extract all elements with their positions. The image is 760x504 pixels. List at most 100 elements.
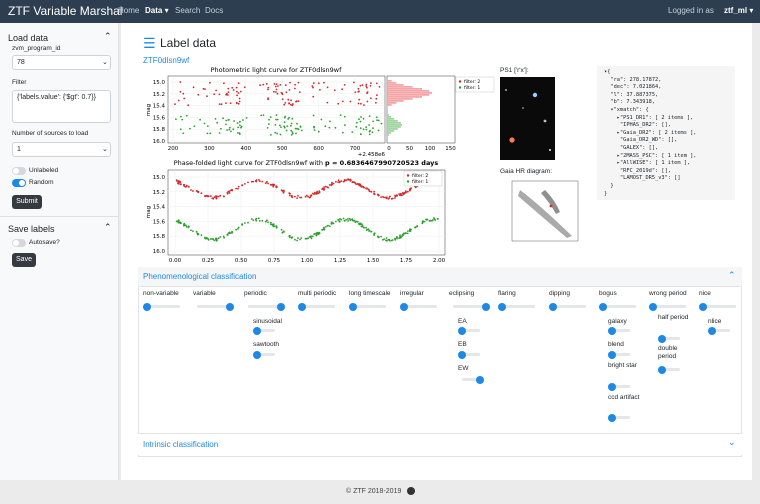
slider-track — [462, 329, 480, 332]
slider-knob[interactable] — [599, 302, 607, 311]
subclass-label: blend — [608, 341, 624, 348]
slider-track — [248, 305, 281, 308]
subclass-label: EA — [458, 318, 467, 325]
source-link[interactable]: ZTF0dlsn9wf — [143, 56, 190, 65]
json-line: "l": 37.887375, — [604, 91, 659, 98]
button[interactable]: Save — [12, 253, 36, 267]
slider-knob[interactable] — [458, 350, 466, 359]
subclass-label: sawtooth — [253, 341, 280, 348]
accordion-panel — [138, 267, 742, 457]
slider-knob[interactable] — [143, 302, 151, 311]
github-icon[interactable] — [407, 487, 415, 495]
footer-text: © ZTF 2018-2019 — [346, 488, 402, 495]
toggle[interactable] — [12, 239, 26, 247]
field-label: Number of sources to load — [12, 130, 89, 137]
toggle-label: Random — [29, 179, 54, 186]
subclass-label: bright star — [608, 362, 637, 369]
class-label: wrong period — [649, 290, 687, 297]
slider-track — [197, 305, 230, 308]
slider-knob[interactable] — [608, 382, 616, 391]
class-label: periodic — [244, 290, 267, 297]
field-label: zvm_program_id — [12, 45, 61, 52]
slider-track — [712, 329, 730, 332]
slider-track — [653, 305, 686, 308]
image-label: Gaia HR diagram: — [500, 168, 553, 175]
slider-knob[interactable] — [658, 365, 666, 374]
accordion-title[interactable]: Phenomenological classification — [143, 272, 257, 281]
json-line: "b": 7.343918, — [604, 99, 656, 106]
collapse-icon[interactable]: ⌃ — [104, 31, 112, 41]
toggle[interactable] — [12, 179, 26, 187]
slider-track — [703, 305, 736, 308]
json-line[interactable]: ▾"xmatch": { — [604, 107, 649, 113]
slider-knob[interactable] — [298, 302, 306, 311]
accordion-header[interactable] — [138, 433, 742, 455]
slider-knob[interactable] — [226, 302, 234, 311]
select[interactable]: 1 — [12, 142, 111, 157]
subclass-label: EW — [458, 365, 469, 372]
chevron[interactable]: ⌄ — [728, 437, 736, 447]
brand[interactable]: ZTF Variable Marshal — [8, 4, 123, 18]
toggle[interactable] — [12, 167, 26, 175]
chevron[interactable]: ⌃ — [728, 270, 736, 280]
class-label: eclipsing — [449, 290, 475, 297]
class-label: multi periodic — [298, 290, 337, 297]
toggle-label: Unlabeled — [29, 167, 59, 174]
textarea[interactable]: {'labels.value': {'$gt': 0.7}} — [12, 90, 111, 123]
nav-link[interactable]: Docs — [205, 6, 224, 15]
slider-knob[interactable] — [277, 302, 285, 311]
class-label: flaring — [498, 290, 516, 297]
json-panel — [597, 66, 735, 200]
menu-icon[interactable]: ☰ — [143, 35, 156, 51]
subclass-label: half period — [658, 314, 689, 321]
divider — [0, 216, 119, 217]
class-label: nice — [699, 290, 711, 297]
accordion-header[interactable] — [138, 267, 742, 287]
slider-knob[interactable] — [253, 326, 261, 335]
slider-knob[interactable] — [482, 302, 490, 311]
button[interactable]: Submit — [12, 195, 42, 209]
slider-knob[interactable] — [708, 326, 716, 335]
slider-track — [302, 305, 335, 308]
class-label: long timescale — [349, 290, 391, 297]
slider-knob[interactable] — [608, 350, 616, 359]
slider-knob[interactable] — [400, 302, 408, 311]
json-line: "RFC_2019d": [], — [604, 167, 671, 174]
json-line[interactable]: ▾{ — [604, 69, 611, 75]
nav-link[interactable]: Search — [175, 6, 201, 15]
slider-track — [257, 329, 275, 332]
slider-knob[interactable] — [458, 326, 466, 335]
slider-knob[interactable] — [498, 302, 506, 311]
accordion-title[interactable]: Intrinsic classification — [143, 440, 219, 449]
class-label: dipping — [549, 290, 570, 297]
nav-link[interactable]: Data ▾ — [145, 6, 169, 15]
slider-track — [553, 305, 586, 308]
slider-knob[interactable] — [658, 334, 666, 343]
class-label: bogus — [599, 290, 617, 297]
slider-knob[interactable] — [549, 302, 557, 311]
slider-knob[interactable] — [699, 302, 707, 311]
slider-knob[interactable] — [608, 326, 616, 335]
slider-knob[interactable] — [608, 413, 616, 422]
slider-track — [612, 329, 630, 332]
slider-knob[interactable] — [253, 350, 261, 359]
slider-track — [462, 353, 480, 356]
slider-knob[interactable] — [649, 302, 657, 311]
class-label: variable — [193, 290, 216, 297]
slider-knob[interactable] — [476, 375, 484, 384]
collapse-icon[interactable]: ⌃ — [104, 222, 112, 232]
json-line: "IPHAS_DR2": [], — [604, 122, 671, 129]
slider-track — [462, 378, 480, 381]
slider-track — [612, 385, 630, 388]
nav-link[interactable]: Home — [118, 6, 140, 15]
slider-knob[interactable] — [349, 302, 357, 311]
user-name[interactable]: ztf_ml ▾ — [724, 6, 754, 15]
toggle-knob — [19, 180, 25, 186]
subclass-label: EB — [458, 341, 467, 348]
toggle-knob — [13, 240, 19, 246]
class-label: irregular — [400, 290, 424, 297]
json-line: "dec": 7.021864, — [604, 84, 662, 91]
subclass-label: sinusoidal — [253, 318, 282, 325]
select[interactable]: 78 — [12, 55, 111, 70]
